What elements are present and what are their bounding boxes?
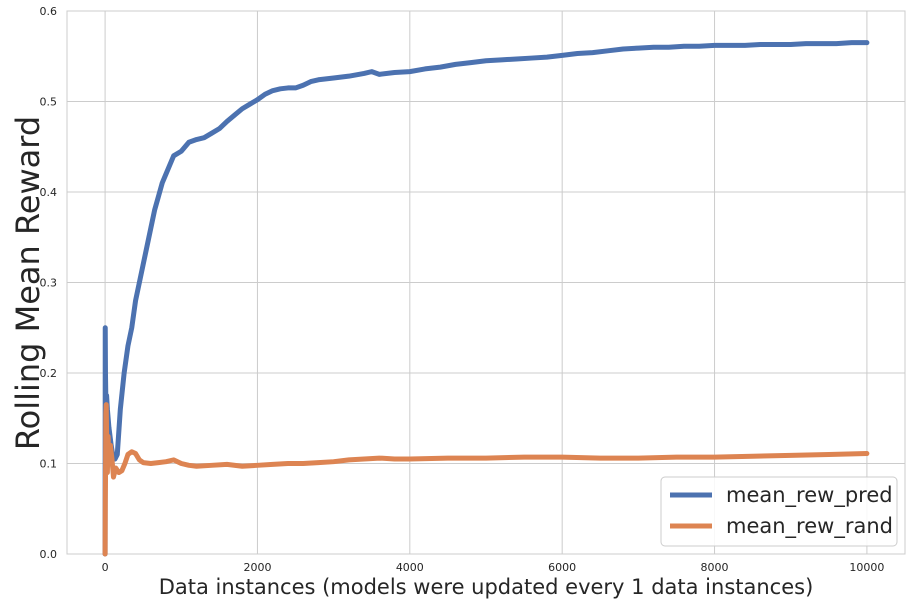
x-tick-label: 2000 bbox=[243, 561, 271, 574]
y-tick-label: 0.1 bbox=[40, 458, 58, 471]
x-tick-label: 6000 bbox=[548, 561, 576, 574]
y-tick-label: 0.4 bbox=[40, 186, 58, 199]
y-tick-label: 0.5 bbox=[40, 96, 58, 109]
legend-label-pred: mean_rew_pred bbox=[726, 483, 893, 508]
y-tick-label: 0.2 bbox=[40, 367, 58, 380]
y-tick-label: 0.3 bbox=[40, 277, 58, 290]
y-tick-label: 0.6 bbox=[40, 5, 58, 18]
series-line-mean-rew-pred bbox=[102, 40, 870, 557]
x-tick-label: 8000 bbox=[701, 561, 729, 574]
x-tick-label: 10000 bbox=[849, 561, 884, 574]
x-axis-label: Data instances (models were updated ever… bbox=[159, 575, 814, 599]
legend-box bbox=[660, 476, 898, 547]
series-lines bbox=[102, 40, 870, 557]
x-tick-label: 4000 bbox=[396, 561, 424, 574]
y-axis-label: Rolling Mean Reward bbox=[9, 116, 47, 450]
legend: mean_rew_pred mean_rew_rand bbox=[660, 476, 898, 547]
tick-labels: 0 2000 4000 6000 8000 10000 0.0 0.1 0.2 0.3 0.4 0.5… bbox=[40, 5, 885, 574]
x-tick-label: 0 bbox=[102, 561, 109, 574]
y-tick-label: 0.0 bbox=[40, 548, 58, 561]
legend-label-rand: mean_rew_rand bbox=[726, 514, 893, 539]
series-line-mean-rew-rand bbox=[102, 402, 870, 557]
